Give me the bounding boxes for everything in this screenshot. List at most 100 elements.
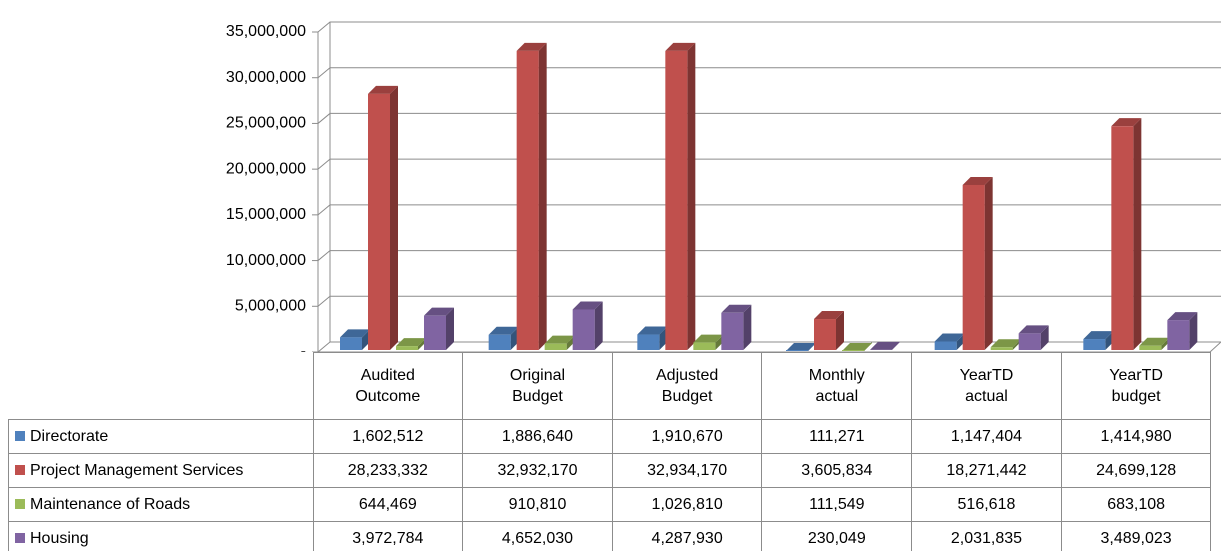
value-cell: 683,108 — [1060, 487, 1212, 522]
y-tick-label: 20,000,000 — [226, 160, 306, 177]
y-tick-label: 15,000,000 — [226, 206, 306, 223]
bar-top — [368, 85, 398, 94]
bar — [665, 50, 688, 351]
legend-swatch — [15, 464, 25, 475]
data-row: Housing 3,972,784 4,652,030 4,287,930 230,04… — [8, 521, 1212, 551]
bar-side — [1040, 325, 1049, 350]
legend-cell: Housing — [8, 521, 314, 551]
category-cell: YearTD budget — [1060, 352, 1212, 420]
bar — [1083, 339, 1106, 350]
value-cell: 4,652,030 — [462, 521, 613, 551]
bar — [1018, 333, 1041, 350]
category-cell: Audited Outcome — [312, 352, 464, 420]
bar-top — [1111, 118, 1142, 127]
bar — [1167, 320, 1190, 350]
bar-top — [1139, 337, 1170, 346]
bar-side — [446, 307, 454, 350]
floor — [317, 341, 1221, 352]
value-cell: 516,618 — [911, 487, 1062, 522]
bar-top — [962, 176, 993, 185]
grid-line — [317, 21, 1221, 33]
value-cell: 18,271,442 — [911, 453, 1062, 488]
bar-side — [984, 176, 993, 350]
value-cell: 4,287,930 — [611, 521, 763, 551]
value-cell: 1,886,640 — [462, 419, 613, 454]
value-cell: 3,972,784 — [312, 521, 464, 551]
bar-side — [892, 341, 900, 350]
value-cell: 3,489,023 — [1060, 521, 1212, 551]
bar-side — [836, 311, 844, 350]
bar — [693, 342, 716, 350]
bar — [368, 93, 390, 351]
x-tick-label: YearTD actual — [959, 367, 1014, 405]
bar-top — [396, 338, 426, 347]
y-tick-label: 5,000,000 — [235, 298, 306, 315]
bar — [814, 319, 836, 350]
value-cell: 230,049 — [761, 521, 913, 551]
x-tick-label: Audited Outcome — [355, 367, 421, 405]
x-tick-label: Original Budget — [509, 367, 566, 405]
bar — [488, 334, 511, 350]
legend-cell: Project Management Services — [8, 453, 314, 488]
bar-side — [687, 42, 696, 351]
x-tick-label: Adjusted Budget — [656, 367, 719, 405]
bar — [721, 312, 744, 350]
bar-top — [424, 307, 454, 316]
value-cell: 1,147,404 — [911, 419, 1062, 454]
bar-top — [544, 335, 575, 344]
bar-side — [1189, 312, 1198, 350]
corner — [9, 353, 314, 420]
bar — [396, 346, 418, 350]
bar — [516, 50, 539, 350]
value-cell: 1,602,512 — [312, 419, 464, 454]
bar-top — [516, 42, 547, 51]
bar — [786, 350, 808, 351]
bar-top — [340, 329, 370, 338]
bar — [934, 341, 957, 350]
legend-cell: Directorate — [8, 419, 314, 454]
legend-label: Housing — [30, 529, 89, 547]
bar-top — [934, 333, 965, 342]
bar-top — [1018, 325, 1049, 334]
value-cell: 24,699,128 — [1060, 453, 1212, 488]
value-cell: 32,932,170 — [462, 453, 613, 488]
value-cell: 111,271 — [761, 419, 913, 454]
legend-swatch — [15, 498, 25, 509]
x-tick-label: YearTD budget — [1109, 367, 1163, 405]
bar-side — [594, 301, 603, 350]
data-row: Project Management Services 28,233,332 32,… — [8, 453, 1212, 488]
header-row: Audited Outcome Original Budget Adjusted B… — [9, 352, 1212, 420]
legend-swatch — [15, 430, 25, 441]
value-cell: 1,910,670 — [611, 419, 763, 454]
bar — [544, 343, 567, 350]
legend-label: Maintenance of Roads — [30, 495, 191, 513]
bar-top — [870, 341, 900, 350]
grid-line — [317, 67, 1221, 79]
legend-swatch — [15, 532, 25, 543]
bar — [637, 334, 660, 350]
category-cell: Adjusted Budget — [611, 352, 763, 420]
value-cell: 3,605,834 — [761, 453, 913, 488]
bar-side — [390, 85, 398, 351]
value-cell: 28,233,332 — [312, 453, 464, 488]
grid-line — [317, 204, 1221, 216]
bar-top — [786, 342, 816, 351]
bar — [1111, 126, 1134, 350]
bar-top — [665, 42, 696, 51]
bar-top — [488, 326, 519, 335]
bar-top — [1083, 331, 1114, 340]
y-tick-label: 25,000,000 — [226, 115, 306, 132]
bar — [962, 184, 985, 350]
value-cell: 111,549 — [761, 487, 913, 522]
bar — [842, 350, 864, 351]
grid-line — [317, 250, 1221, 261]
legend-label: Project Management Services — [30, 461, 244, 479]
bar-top — [1167, 312, 1198, 321]
data-row: Maintenance of Roads 644,469 910,810 1,026,… — [8, 487, 1212, 522]
bar — [340, 337, 362, 350]
value-cell: 1,414,980 — [1060, 419, 1212, 454]
value-cell: 910,810 — [462, 487, 613, 522]
y-tick-label: 35,000,000 — [226, 23, 306, 40]
bar-side — [538, 42, 547, 350]
